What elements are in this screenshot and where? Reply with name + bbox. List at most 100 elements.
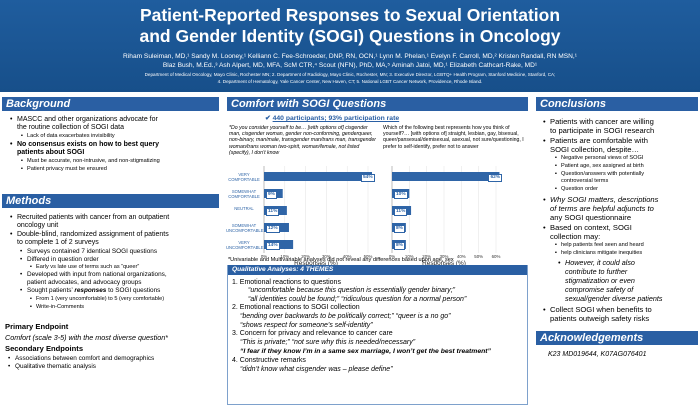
methods-sub-4: Sought patients’ responses to SOGI quest… bbox=[20, 287, 161, 295]
theme-1-quote-1: “uncomfortable because this question is … bbox=[248, 287, 456, 294]
participants-text: 440 participants; 93% participation rate bbox=[272, 115, 400, 122]
theme-3-quote-1: “This is private;” “not sure why this is… bbox=[240, 339, 416, 346]
conclusion-2-sub-2: Patient age, sex assigned at birth bbox=[555, 163, 644, 170]
methods-sub-4-emph: responses bbox=[74, 287, 107, 294]
conclusion-4-sub-1: help patients feel seen and heard bbox=[555, 242, 644, 249]
conclusion-4-sub-3-line3: stigmatization or even bbox=[565, 276, 635, 285]
conclusion-4-sub-3-line4: compromise safety of bbox=[565, 285, 634, 294]
conclusion-4-sub-3-line5: sexual/gender diverse patients bbox=[565, 294, 663, 303]
conclusion-2-line2: SOGI collection, despite… bbox=[550, 145, 640, 154]
methods-bullet-2-line1: Double-blind, randomized assignment of p… bbox=[10, 231, 169, 239]
primary-endpoint-text: Comfort (scale 3-5) with the most divers… bbox=[5, 333, 168, 342]
methods-bullet-1-line1: Recruited patients with cancer from an o… bbox=[10, 214, 169, 222]
x-tick-label: 0% bbox=[260, 254, 268, 259]
background-bullet-1-line2: the routine collection of SOGI data bbox=[17, 124, 125, 131]
x-tick-label: 30% bbox=[321, 254, 331, 259]
methods-sub-4a: From 1 (very uncomfortable) to 5 (very c… bbox=[30, 296, 164, 303]
secondary-endpoint-2: Qualitative thematic analysis bbox=[8, 363, 96, 371]
conclusion-5-line2: patients outweigh safety risks bbox=[550, 314, 650, 323]
secondary-endpoint-1: Associations between comfort and demogra… bbox=[8, 355, 154, 363]
conclusion-4-sub-2: help clinicians mitigate inequities bbox=[555, 250, 642, 257]
theme-2-quote-1: “bending over backwards to be politicall… bbox=[240, 313, 451, 320]
x-axis-title: Responses (%) bbox=[294, 260, 338, 267]
methods-sub-4-post: to SOGI questions bbox=[106, 287, 161, 294]
bar-value-label: 8% bbox=[394, 224, 405, 233]
conclusion-2-sub-3-line1: Question/answers with potentially bbox=[555, 171, 644, 178]
x-tick-label: 10% bbox=[280, 254, 290, 259]
bar-value-label: 54% bbox=[361, 173, 375, 182]
conclusion-3-line2: of terms are helpful adjuncts to bbox=[550, 204, 654, 213]
acknowledgements-text: K23 MD019644, K07AG076401 bbox=[548, 351, 647, 358]
category-label: NEUTRAL bbox=[234, 205, 254, 211]
background-bullet-2-line2: patients about SOGI bbox=[17, 149, 85, 156]
methods-sub-4b: Write-in-Comments bbox=[30, 304, 84, 311]
theme-2-quote-2: “shows respect for someone’s self-identi… bbox=[240, 322, 373, 329]
bar bbox=[392, 172, 500, 181]
methods-sub-2a: Early vs late use of terms such as “quee… bbox=[30, 264, 139, 271]
x-tick-label: 30% bbox=[439, 254, 449, 259]
background-bullet-2-line1: No consensus exists on how to best query bbox=[10, 141, 159, 149]
theme-1: 1. Emotional reactions to questions bbox=[232, 279, 341, 286]
x-axis-title: Responses (%) bbox=[422, 260, 466, 267]
affiliations-line2: 4. Department of Hematology, Yale Cancer… bbox=[217, 79, 483, 84]
conclusion-2-sub-4: Question order bbox=[555, 186, 598, 193]
x-tick-label: 20% bbox=[422, 254, 432, 259]
poster-title-line1: Patient-Reported Responses to Sexual Ori… bbox=[139, 5, 561, 25]
poster-title-line2: and Gender Identity (SOGI) Questions in … bbox=[139, 26, 561, 46]
bar-value-label: 62% bbox=[488, 173, 503, 182]
bar-value-label: 9% bbox=[266, 190, 277, 199]
x-tick-label: 50% bbox=[474, 254, 484, 259]
question-2-text: Which of the following best represents h… bbox=[383, 125, 524, 150]
x-tick-label: 10% bbox=[404, 254, 414, 259]
comfort-heading: Comfort with SOGI Questions bbox=[227, 97, 528, 111]
theme-1-quote-2: “all identities could be found;” “ridicu… bbox=[248, 296, 467, 303]
conclusion-4-line2: collection may: bbox=[550, 232, 601, 241]
bar-value-label: 10% bbox=[394, 190, 408, 199]
methods-bullet-1-line2: oncology unit bbox=[17, 222, 59, 229]
authors-line2: Blaz Bush, M.Ed.,³ Ash Alpert, MD, MFA, … bbox=[162, 62, 538, 69]
analysis-footnote: *Univariable and Multivariable analyses … bbox=[228, 257, 454, 263]
bar-value-label: 11% bbox=[394, 207, 408, 216]
methods-sub-2: Differed in question order bbox=[20, 256, 99, 264]
question-1-text: *Do you consider yourself to be… [with o… bbox=[229, 125, 376, 156]
x-tick-label: 40% bbox=[456, 254, 466, 259]
poster-header: Patient-Reported Responses to Sexual Ori… bbox=[0, 0, 700, 92]
category-label: SOMEWHAT COMFORTABLE bbox=[228, 188, 260, 199]
methods-bullet-2-line2: to complete 1 of 2 surveys bbox=[17, 239, 99, 246]
category-label: VERY COMFORTABLE bbox=[228, 171, 260, 182]
bar-value-label: 11% bbox=[266, 207, 280, 216]
conclusion-2-sub-1: Negative personal views of SOGI bbox=[555, 155, 643, 162]
theme-2: 2. Emotional reactions to SOGI collectio… bbox=[232, 304, 360, 311]
bar bbox=[264, 172, 372, 181]
checkmark-icon: ✔ bbox=[265, 115, 273, 122]
bar-value-label: 14% bbox=[266, 241, 280, 250]
primary-endpoint-title: Primary Endpoint bbox=[5, 322, 69, 331]
x-tick-label: 60% bbox=[491, 254, 501, 259]
conclusion-2-line1: Patients are comfortable with bbox=[543, 136, 648, 145]
methods-sub-3-line2: patient advocates, and advocacy groups bbox=[27, 279, 142, 286]
x-tick-label: 50% bbox=[363, 254, 373, 259]
bar-value-label: 12% bbox=[266, 224, 280, 233]
methods-heading: Methods bbox=[2, 194, 219, 208]
conclusion-3-line3: any SOGI questionnaire bbox=[550, 213, 632, 222]
methods-sub-1: Surveys contained 7 identical SOGI quest… bbox=[20, 248, 157, 256]
x-tick-label: 40% bbox=[342, 254, 352, 259]
conclusion-2-sub-3-line2: controversial terms bbox=[561, 178, 609, 184]
acknowledgements-heading: Acknowledgements bbox=[536, 331, 698, 345]
x-tick-label: 20% bbox=[301, 254, 310, 259]
conclusions-heading: Conclusions bbox=[536, 97, 698, 111]
conclusion-1-line2: to participate in SOGI research bbox=[550, 126, 655, 135]
participants-note: ✔ 440 participants; 93% participation ra… bbox=[265, 115, 399, 123]
background-sub-3: Patient privacy must be ensured bbox=[21, 166, 107, 173]
authors-line1: Riham Suleiman, MD,¹ Sandy M. Looney,¹ K… bbox=[123, 53, 577, 60]
category-label: VERY UNCOMFORTABLE bbox=[226, 239, 264, 250]
category-label: SOMEWHAT UNCOMFORTABLE bbox=[226, 222, 264, 233]
conclusion-4-sub-3-line1: However, it could also bbox=[558, 258, 635, 268]
methods-sub-3-line1: Developed with input from national organ… bbox=[20, 271, 167, 279]
background-heading: Background bbox=[2, 97, 219, 111]
theme-3-quote-2: “I fear if they know I’m in a same sex m… bbox=[240, 348, 491, 355]
secondary-endpoints-title: Secondary Endpoints bbox=[5, 344, 84, 353]
affiliations-line1: Department of Medical Oncology, Mayo Cli… bbox=[144, 72, 556, 77]
theme-3: 3. Concern for privacy and relevance to … bbox=[232, 330, 393, 337]
qualitative-heading: Qualitative Analyses: 4 THEMES bbox=[228, 265, 527, 275]
